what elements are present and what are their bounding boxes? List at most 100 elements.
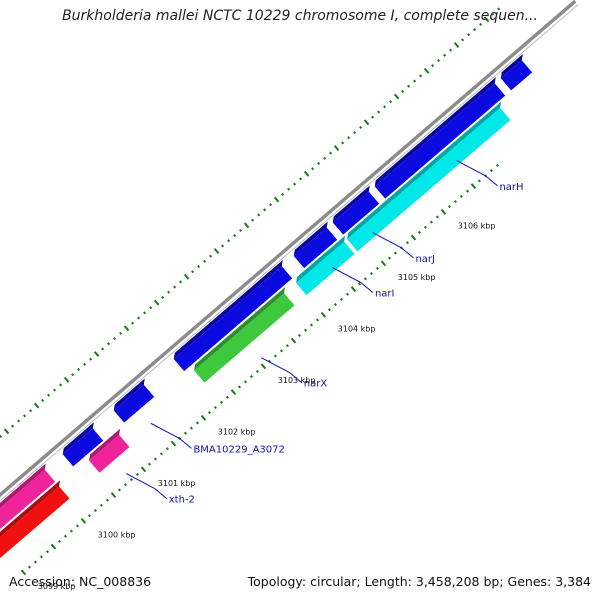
scale-dot	[473, 28, 477, 32]
scale-dot	[393, 93, 400, 100]
scale-dot	[243, 222, 250, 229]
tick-mark	[69, 529, 73, 533]
tick-mark	[417, 230, 421, 234]
gene-label[interactable]: narH	[499, 182, 523, 193]
tick-mark	[290, 337, 297, 344]
gene-nari[interactable]	[293, 227, 338, 269]
scale-dot	[89, 357, 93, 361]
tick-mark	[369, 272, 373, 276]
gene-feature[interactable]	[173, 266, 293, 372]
scale-dot	[257, 213, 261, 217]
tick-mark	[273, 354, 277, 358]
gene-label[interactable]: narJ	[415, 254, 435, 265]
tick-mark	[495, 163, 499, 168]
tick-mark	[405, 241, 409, 245]
label-leader	[154, 488, 168, 499]
gene-feature[interactable]	[500, 60, 533, 91]
scale-dot	[383, 105, 387, 109]
scale-dot	[329, 151, 333, 155]
gene-label[interactable]: xth-2	[169, 495, 195, 506]
scale-dot	[333, 145, 340, 151]
scale-dot	[29, 409, 33, 413]
label-leader	[401, 247, 414, 259]
gene-narj[interactable]	[332, 191, 380, 235]
tick-mark	[213, 405, 217, 410]
gene-feature[interactable]	[62, 428, 104, 467]
tick-mark	[75, 524, 79, 528]
scale-dot	[17, 419, 21, 423]
scale-dot	[0, 434, 3, 438]
scale-dot	[53, 388, 57, 392]
tick-mark	[170, 440, 177, 447]
tick-mark	[255, 369, 259, 374]
scale-dot	[41, 398, 45, 402]
tick-mark	[297, 333, 301, 337]
tick-label: 3099 kbp	[38, 582, 76, 591]
scale-dot	[359, 125, 363, 129]
tick-mark	[135, 472, 139, 477]
scale-dot	[401, 89, 405, 93]
gene-label[interactable]: narI	[375, 289, 395, 300]
gene-label[interactable]: BMA10229_A3072	[193, 444, 284, 455]
scale-dot	[203, 259, 207, 263]
tick-mark	[93, 508, 97, 513]
tick-mark	[129, 478, 133, 482]
scale-dot	[353, 131, 357, 135]
label-leader	[150, 422, 180, 439]
gene-bevel	[0, 480, 61, 538]
scale-dot	[3, 428, 10, 435]
scale-dot	[371, 115, 375, 119]
scale-dot	[77, 367, 81, 372]
gene-feature[interactable]	[0, 486, 70, 563]
gene-narx[interactable]	[194, 293, 295, 383]
gene-feature[interactable]	[296, 241, 355, 296]
tick-mark	[195, 421, 199, 425]
tick-mark	[470, 183, 477, 189]
gene-xth-2[interactable]	[89, 434, 130, 473]
tick-mark	[140, 466, 147, 473]
tick-mark	[279, 349, 283, 353]
gene-feature[interactable]	[0, 469, 56, 547]
tick-mark	[183, 431, 187, 435]
gene-bevel	[374, 77, 496, 187]
tick-mark	[57, 539, 61, 543]
gene-narh[interactable]	[374, 83, 506, 199]
tick-mark	[350, 286, 357, 292]
scale-dot	[119, 331, 123, 335]
scale-dot	[33, 402, 40, 409]
gene-bevel	[296, 235, 346, 283]
tick-mark	[477, 179, 481, 183]
tick-mark	[465, 189, 469, 193]
gene-bevel	[347, 101, 502, 240]
scale-dot	[287, 187, 291, 191]
tick-mark	[327, 308, 331, 312]
tick-mark	[117, 488, 121, 492]
scale-dot	[107, 342, 111, 346]
tick-mark	[189, 426, 193, 430]
gene-label[interactable]: narX	[304, 379, 328, 390]
tick-mark	[147, 462, 151, 466]
tick-mark	[375, 266, 379, 271]
tick-mark	[387, 256, 391, 260]
scale-dot	[167, 290, 171, 294]
scale-dot	[59, 383, 63, 387]
tick-mark	[33, 560, 37, 564]
scale-dot	[143, 311, 147, 315]
scale-dot	[221, 244, 225, 248]
tick-mark	[159, 452, 163, 456]
scale-dot	[263, 208, 267, 212]
label-leader	[261, 357, 291, 374]
gene-bevel	[500, 54, 523, 79]
tick-mark	[105, 498, 109, 502]
tick-mark	[315, 318, 319, 322]
tick-mark	[320, 311, 327, 318]
gene-feature[interactable]	[347, 107, 511, 252]
scale-dot	[213, 248, 220, 254]
tick-mark	[429, 220, 433, 224]
gene-bma10229-a3072[interactable]	[113, 384, 155, 423]
tick-mark	[363, 277, 367, 281]
scale-dot	[113, 337, 117, 341]
scale-dot	[323, 156, 327, 160]
tick-label: 3104 kbp	[338, 325, 376, 334]
